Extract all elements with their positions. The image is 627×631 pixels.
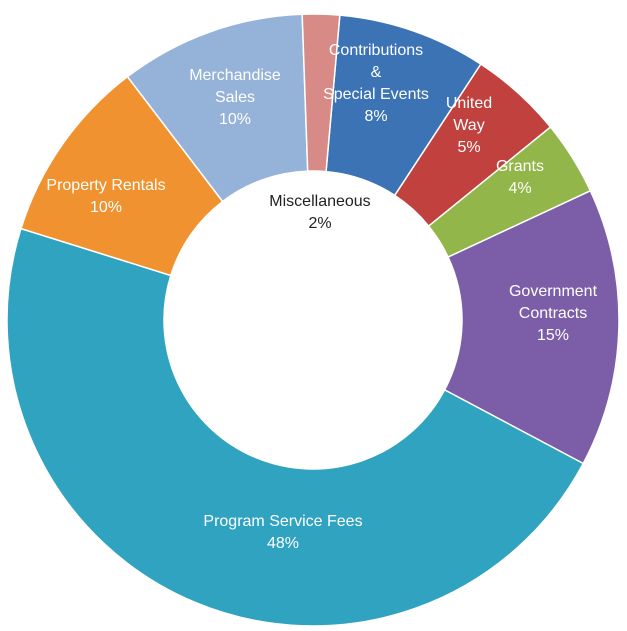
label-merchandise-sales: Merchandise Sales 10% bbox=[189, 67, 281, 128]
label-property-rentals: Property Rentals 10% bbox=[46, 177, 165, 216]
slice-program-service-fees bbox=[6, 227, 585, 627]
label-contributions-special-events: Contributions & Special Events 8% bbox=[323, 42, 429, 125]
label-grants: Grants 4% bbox=[496, 158, 544, 197]
label-program-service-fees: Program Service Fees 48% bbox=[203, 513, 362, 552]
label-government-contracts: Government Contracts 15% bbox=[509, 283, 598, 344]
chart-labels: Contributions & Special Events 8% United Way 5… bbox=[46, 42, 597, 552]
slice-miscellaneous bbox=[301, 13, 341, 173]
chart-slices bbox=[6, 13, 620, 627]
label-united-way: United Way 5% bbox=[446, 95, 492, 156]
label-miscellaneous: Miscellaneous 2% bbox=[269, 193, 370, 232]
slice-government-contracts bbox=[443, 189, 620, 465]
